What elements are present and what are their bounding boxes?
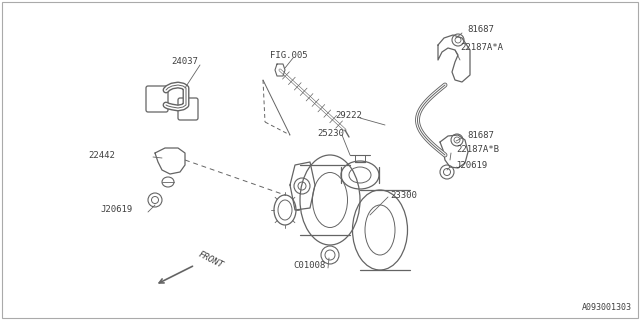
Text: J20619: J20619 — [100, 205, 132, 214]
Text: FRONT: FRONT — [197, 250, 225, 270]
Text: 81687: 81687 — [467, 131, 494, 140]
Text: C01008: C01008 — [294, 260, 326, 269]
Text: 22187A*B: 22187A*B — [456, 146, 499, 155]
Text: A093001303: A093001303 — [582, 303, 632, 312]
Text: FIG.005: FIG.005 — [270, 51, 308, 60]
Text: 29222: 29222 — [335, 110, 362, 119]
Text: 24037: 24037 — [172, 58, 198, 67]
Text: 22187A*A: 22187A*A — [460, 43, 503, 52]
Text: 25230: 25230 — [317, 129, 344, 138]
Text: 23300: 23300 — [390, 190, 417, 199]
Text: 81687: 81687 — [467, 26, 494, 35]
Text: J20619: J20619 — [455, 161, 487, 170]
Text: 22442: 22442 — [88, 150, 115, 159]
